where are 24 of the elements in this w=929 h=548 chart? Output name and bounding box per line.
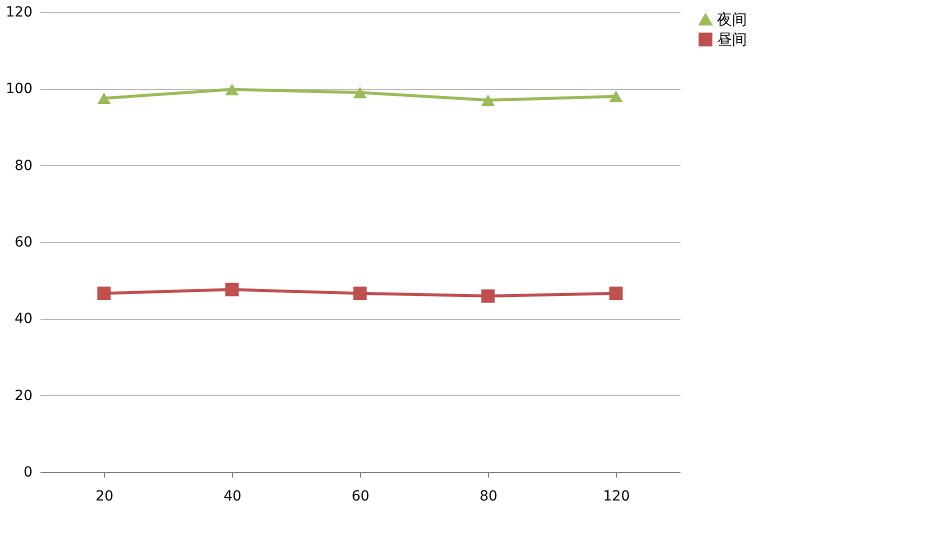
y-tick-label: 120 xyxy=(6,4,32,20)
point xyxy=(97,286,111,300)
x-tick-label: 40 xyxy=(224,488,242,504)
point xyxy=(609,286,623,300)
point xyxy=(481,94,495,106)
y-tick-label: 40 xyxy=(14,311,32,328)
y-tick-label: 80 xyxy=(14,158,32,174)
point xyxy=(609,90,623,102)
point xyxy=(353,286,367,300)
point xyxy=(481,289,495,303)
x-tick-label: 60 xyxy=(352,488,370,504)
point xyxy=(353,86,367,98)
point xyxy=(225,84,239,96)
x-tick-label: 120 xyxy=(603,488,630,504)
y-tick-label: 60 xyxy=(14,234,32,250)
point xyxy=(97,92,111,104)
legend-label: 夜间 xyxy=(717,10,747,28)
y-tick-label: 100 xyxy=(6,81,32,98)
point xyxy=(225,282,239,296)
x-tick-label: 20 xyxy=(96,488,114,504)
y-tick-label: 0 xyxy=(24,464,32,480)
legend-label: 昼间 xyxy=(717,30,747,48)
x-tick-label: 80 xyxy=(480,488,498,504)
y-tick-label: 20 xyxy=(14,388,32,404)
